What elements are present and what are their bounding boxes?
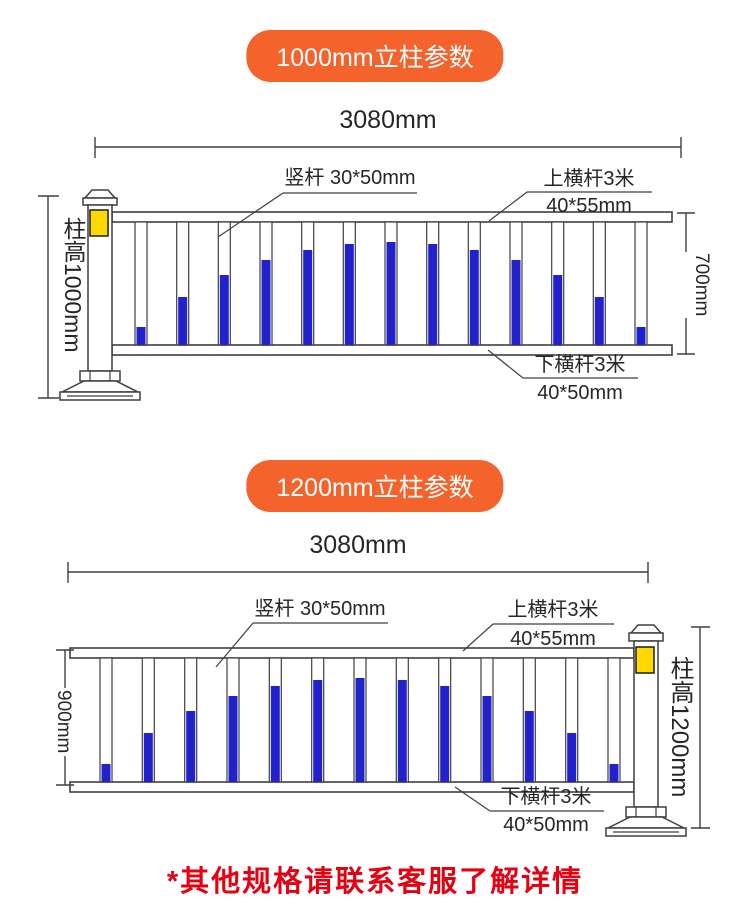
post-height-dimension-1 bbox=[38, 195, 59, 399]
picket-bar bbox=[344, 244, 354, 345]
leader-picket-1 bbox=[217, 192, 417, 238]
top-rail-label-2-line2: 40*55mm bbox=[510, 628, 596, 650]
picket-bar bbox=[553, 275, 563, 345]
post-base bbox=[607, 816, 685, 829]
leader-diagonal bbox=[462, 623, 494, 652]
section-badge-1000: 1000mm立柱参数 bbox=[246, 30, 504, 82]
bottom-rail-label-2-line1: 下横杆3米 bbox=[500, 786, 592, 808]
picket-bar bbox=[511, 260, 521, 345]
picket-bar bbox=[524, 711, 534, 782]
post-collar bbox=[79, 370, 121, 382]
leader-bottom-rail-1 bbox=[487, 349, 638, 379]
post-collar bbox=[625, 806, 667, 818]
picket-bar bbox=[440, 686, 450, 782]
post-cap-band bbox=[628, 632, 664, 642]
reflective-strip bbox=[89, 209, 109, 237]
leader-diagonal bbox=[487, 349, 524, 379]
picket-bar bbox=[178, 297, 188, 345]
picket-bar bbox=[186, 711, 196, 782]
picket-bar bbox=[136, 327, 146, 345]
overall-width-label-2: 3080mm bbox=[309, 531, 407, 559]
leader-picket-2 bbox=[215, 622, 388, 668]
leader-diagonal bbox=[454, 786, 491, 812]
picket-bar bbox=[355, 678, 365, 782]
bottom-rail-label-1-line2: 40*50mm bbox=[537, 382, 623, 404]
picket-bar bbox=[636, 327, 646, 345]
post-2 bbox=[605, 624, 687, 837]
top-rail-label-2-line1: 上横杆3米 bbox=[507, 599, 599, 621]
leader-diagonal bbox=[215, 622, 254, 668]
pickets-2 bbox=[99, 657, 621, 783]
picket-bar bbox=[143, 733, 153, 782]
post-height-label-1: 柱高1000mm bbox=[60, 217, 86, 353]
picket-channel bbox=[634, 221, 648, 346]
leader-bottom-rail-2 bbox=[454, 786, 604, 812]
post-cap-band bbox=[82, 197, 118, 206]
leader-diagonal bbox=[217, 192, 284, 238]
width-dimension-2 bbox=[67, 562, 649, 583]
picket-channel bbox=[99, 657, 113, 783]
picket-bar bbox=[397, 680, 407, 782]
overall-width-label-1: 3080mm bbox=[339, 106, 437, 134]
top-rail-label-1-line2: 40*55mm bbox=[546, 195, 632, 217]
pickets-1 bbox=[134, 221, 648, 346]
picket-bar bbox=[228, 696, 238, 782]
picket-label-1: 竖杆 30*50mm bbox=[284, 167, 416, 189]
post-1 bbox=[59, 189, 141, 401]
picket-bar bbox=[428, 244, 438, 345]
bottom-rail-label-2-line2: 40*50mm bbox=[503, 814, 589, 836]
picket-label-2: 竖杆 30*50mm bbox=[254, 598, 386, 620]
post-height-dimension-2 bbox=[691, 626, 710, 829]
top-rail-label-1-line1: 上横杆3米 bbox=[543, 168, 635, 190]
post-cap-dome bbox=[83, 189, 117, 199]
picket-bar bbox=[482, 696, 492, 782]
inner-height-label-2: 900mm bbox=[52, 690, 74, 754]
reflective-strip bbox=[635, 646, 655, 674]
bottom-rail-label-1-line1: 下横杆3米 bbox=[534, 354, 626, 376]
leader-top-rail-2 bbox=[462, 623, 614, 652]
post-height-label-2: 柱高1200mm bbox=[666, 656, 693, 798]
picket-bar bbox=[594, 297, 604, 345]
picket-bar bbox=[101, 764, 111, 782]
picket-bar bbox=[609, 764, 619, 782]
picket-bar bbox=[567, 733, 577, 782]
picket-bar bbox=[313, 680, 323, 782]
inner-height-dimension-2 bbox=[56, 649, 74, 786]
inner-height-label-1: 700mm bbox=[690, 252, 712, 318]
picket-bar bbox=[219, 275, 229, 345]
leader-diagonal bbox=[488, 191, 528, 222]
post-cap-dome bbox=[629, 624, 663, 634]
picket-bar bbox=[270, 686, 280, 782]
section-badge-1200: 1200mm立柱参数 bbox=[246, 460, 504, 512]
leader-top-rail-1 bbox=[488, 191, 652, 222]
picket-bar bbox=[386, 242, 396, 345]
inner-height-dimension-1 bbox=[677, 212, 695, 355]
footnote: *其他规格请联系客服了解详情 bbox=[166, 866, 584, 898]
picket-bar bbox=[469, 250, 479, 345]
picket-channel bbox=[607, 657, 621, 783]
picket-channel bbox=[134, 221, 148, 346]
picket-bar bbox=[261, 260, 271, 345]
fence-1200-diagram bbox=[56, 562, 710, 837]
post-base bbox=[61, 380, 139, 393]
picket-bar bbox=[303, 250, 313, 345]
width-dimension-1 bbox=[94, 137, 682, 158]
fence-1000-diagram bbox=[38, 137, 695, 401]
